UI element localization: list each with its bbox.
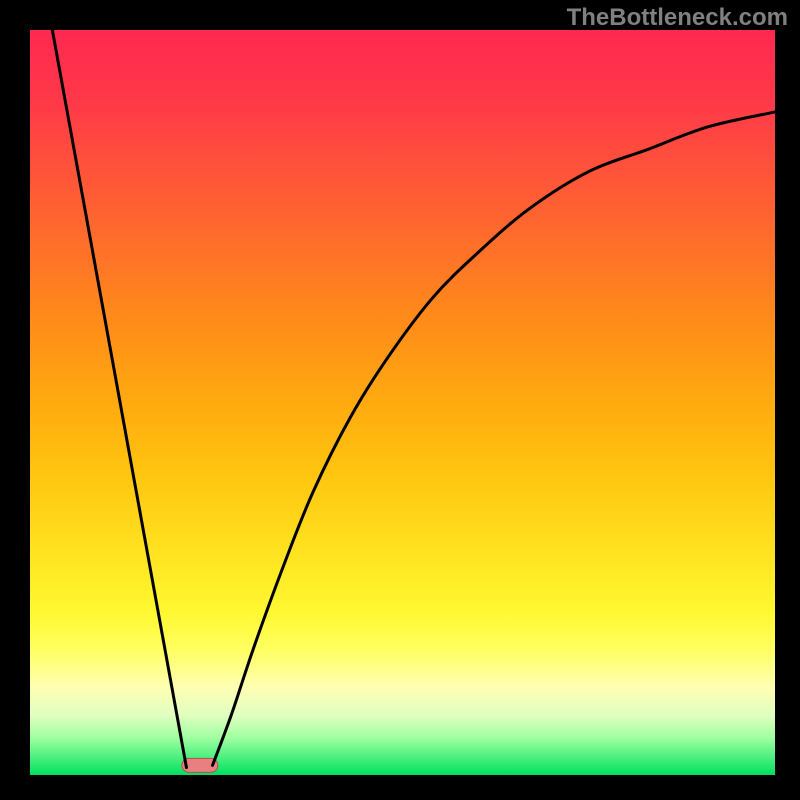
bottleneck-curve	[30, 30, 775, 775]
curve-right-segment	[213, 112, 775, 765]
chart-container: TheBottleneck.com	[0, 0, 800, 800]
watermark-text: TheBottleneck.com	[567, 4, 788, 32]
plot-area	[30, 30, 775, 775]
curve-left-segment	[52, 30, 186, 768]
